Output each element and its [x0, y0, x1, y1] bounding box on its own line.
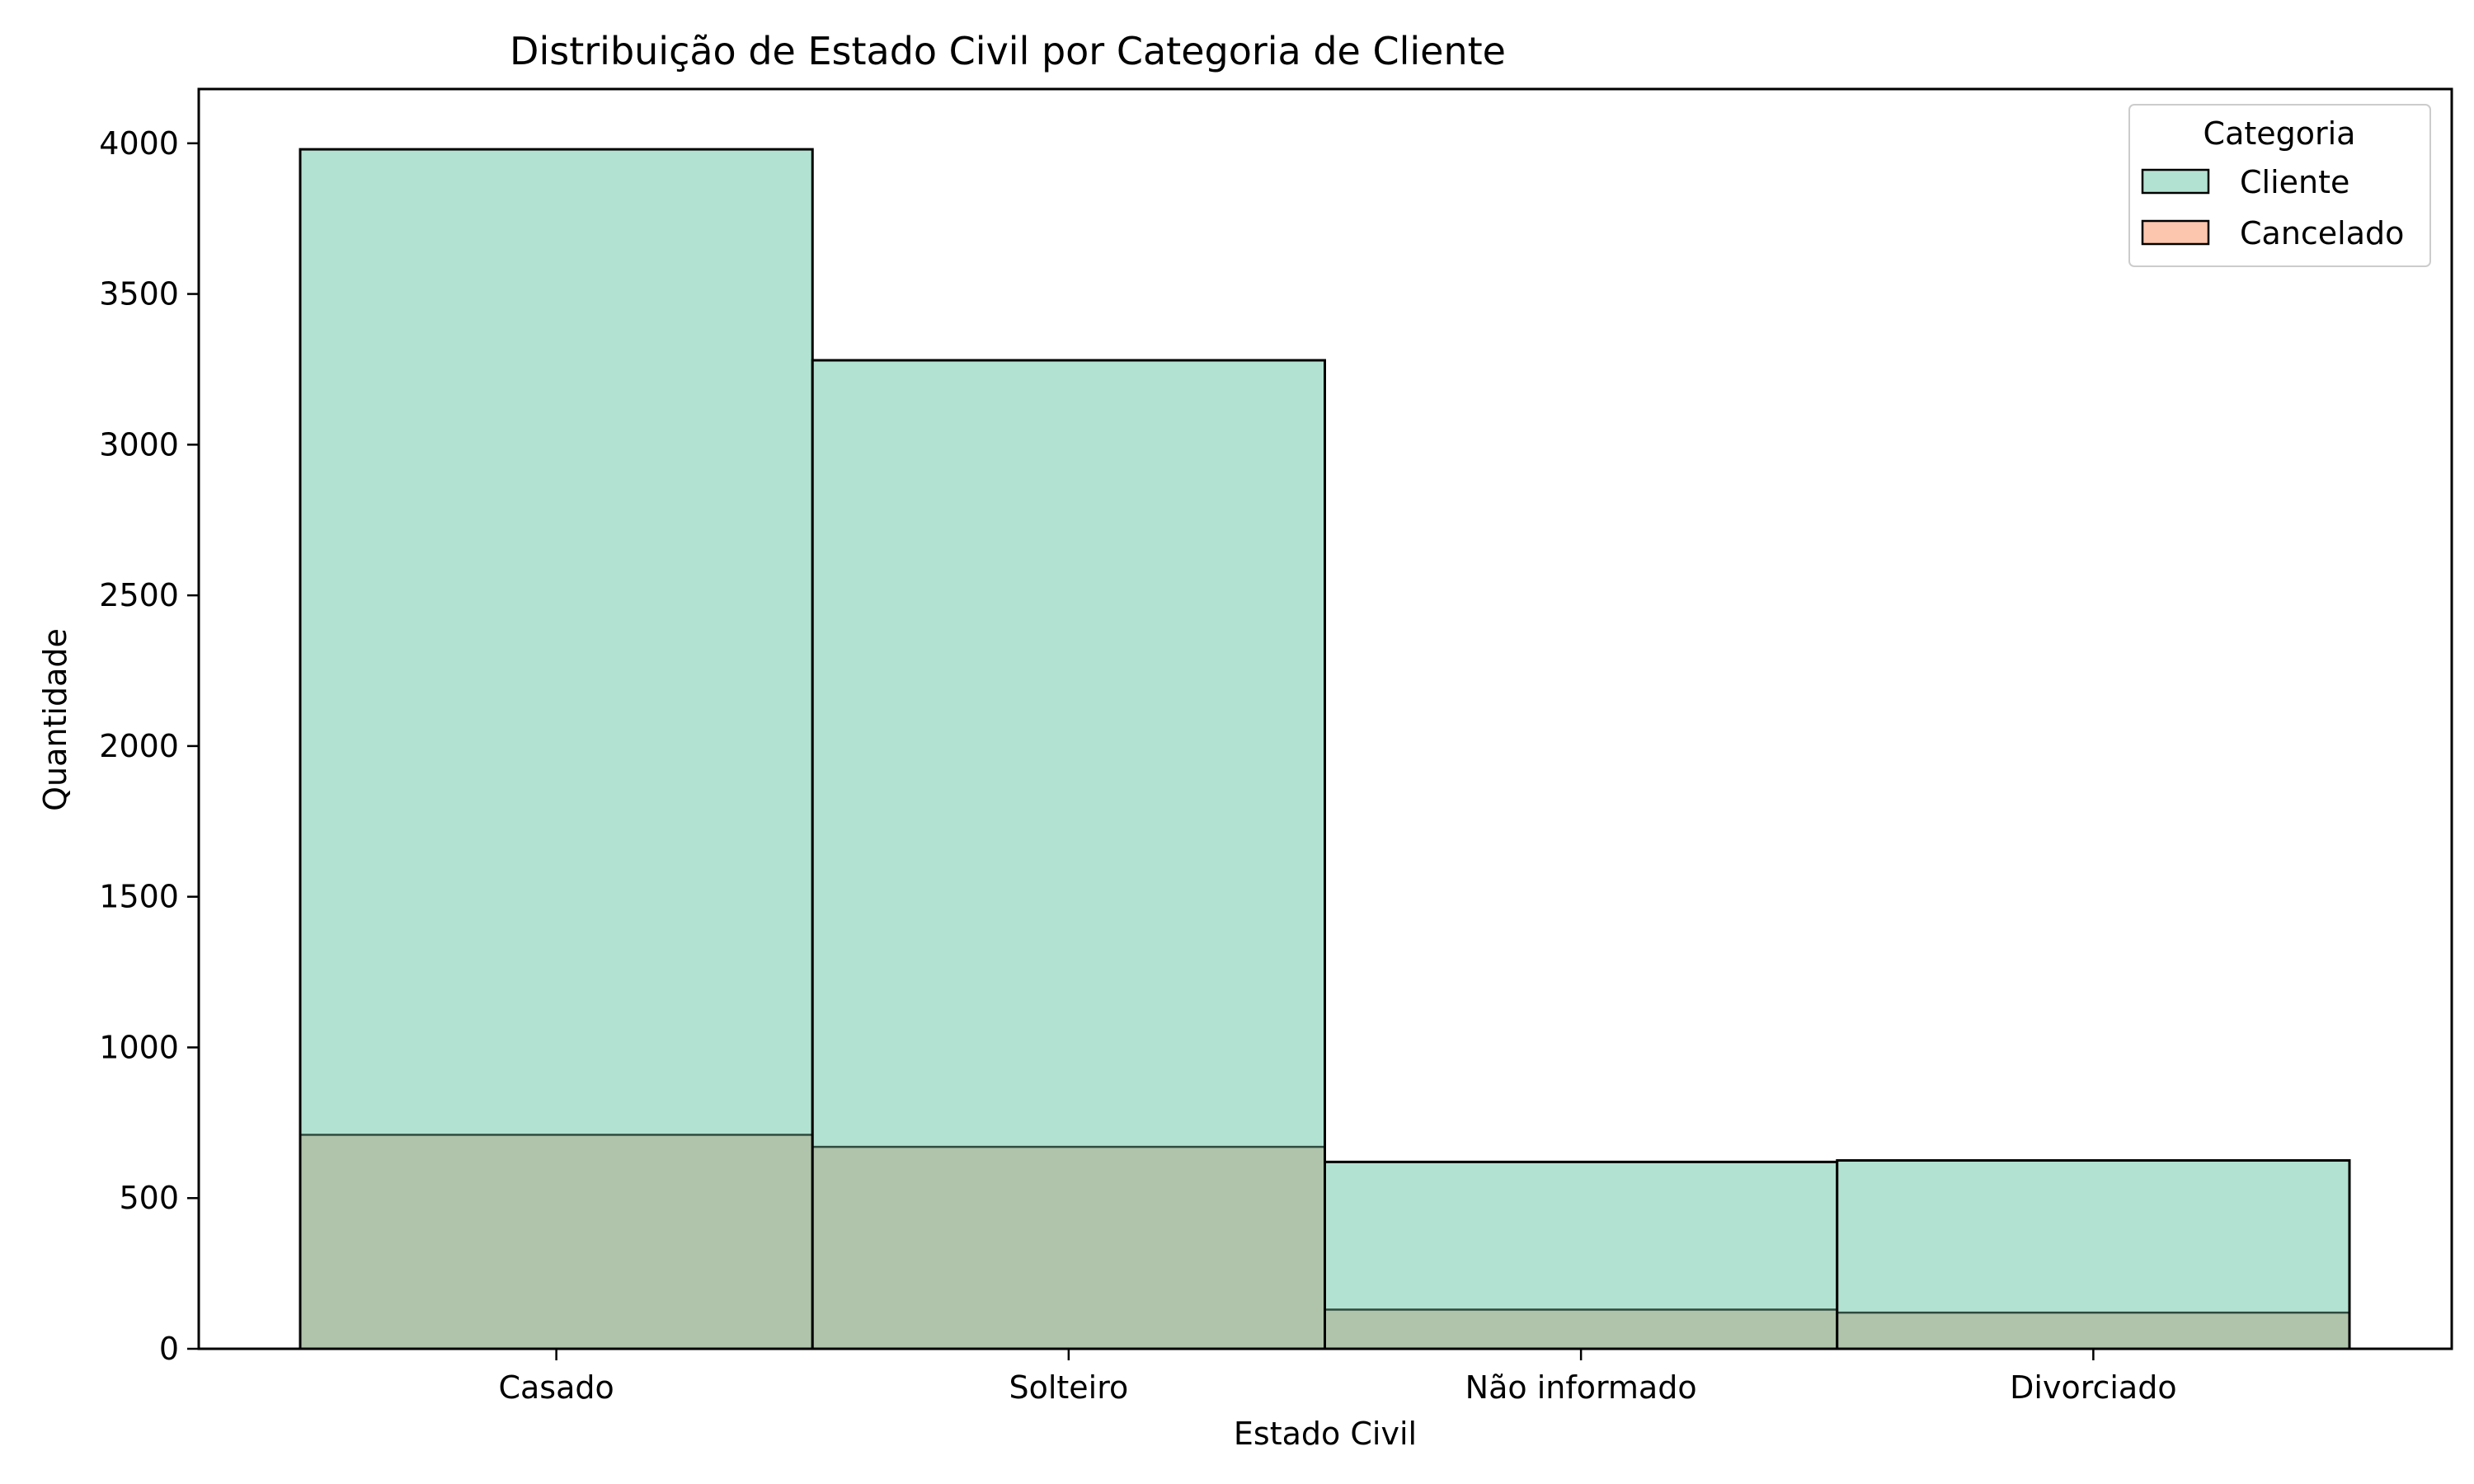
y-tick-label-500: 500 — [119, 1180, 179, 1216]
x-axis-label: Estado Civil — [1234, 1416, 1417, 1452]
legend-swatch-cancelado — [2141, 219, 2210, 246]
y-axis-label: Quantidade — [37, 628, 73, 811]
plot-frame — [197, 87, 2453, 1350]
bar-cancelado-divorciado — [1836, 1311, 2351, 1350]
x-tick-label-divorciado: Divorciado — [2010, 1369, 2176, 1406]
legend-label-cliente: Cliente — [2240, 164, 2349, 200]
y-tick-label-2000: 2000 — [99, 728, 179, 764]
legend-title: Categoria — [2204, 115, 2356, 152]
y-tick-label-1000: 1000 — [99, 1029, 179, 1065]
y-tick-label-1500: 1500 — [99, 879, 179, 915]
y-tick-label-3500: 3500 — [99, 276, 179, 312]
y-tick-label-4000: 4000 — [99, 125, 179, 162]
y-tick-label-3000: 3000 — [99, 426, 179, 463]
bar-cancelado-nao-informado — [1324, 1308, 1838, 1350]
x-tick-label-nao-informado: Não informado — [1465, 1369, 1697, 1406]
bar-cancelado-solteiro — [811, 1145, 1326, 1350]
chart-title: Distribuição de Estado Civil por Categor… — [510, 29, 1506, 73]
x-tick-label-solteiro: Solteiro — [1009, 1369, 1128, 1406]
legend-swatch-cliente — [2141, 168, 2210, 195]
bar-cancelado-casado — [299, 1134, 814, 1350]
y-tick-label-0: 0 — [159, 1331, 179, 1367]
y-tick-label-2500: 2500 — [99, 577, 179, 613]
x-tick-label-casado: Casado — [498, 1369, 614, 1406]
plot-area: Casado Solteiro Não informado Divorciado 0 50… — [99, 87, 2453, 1406]
legend-label-cancelado: Cancelado — [2240, 215, 2404, 251]
legend: Categoria Cliente Cancelado — [2128, 104, 2431, 267]
